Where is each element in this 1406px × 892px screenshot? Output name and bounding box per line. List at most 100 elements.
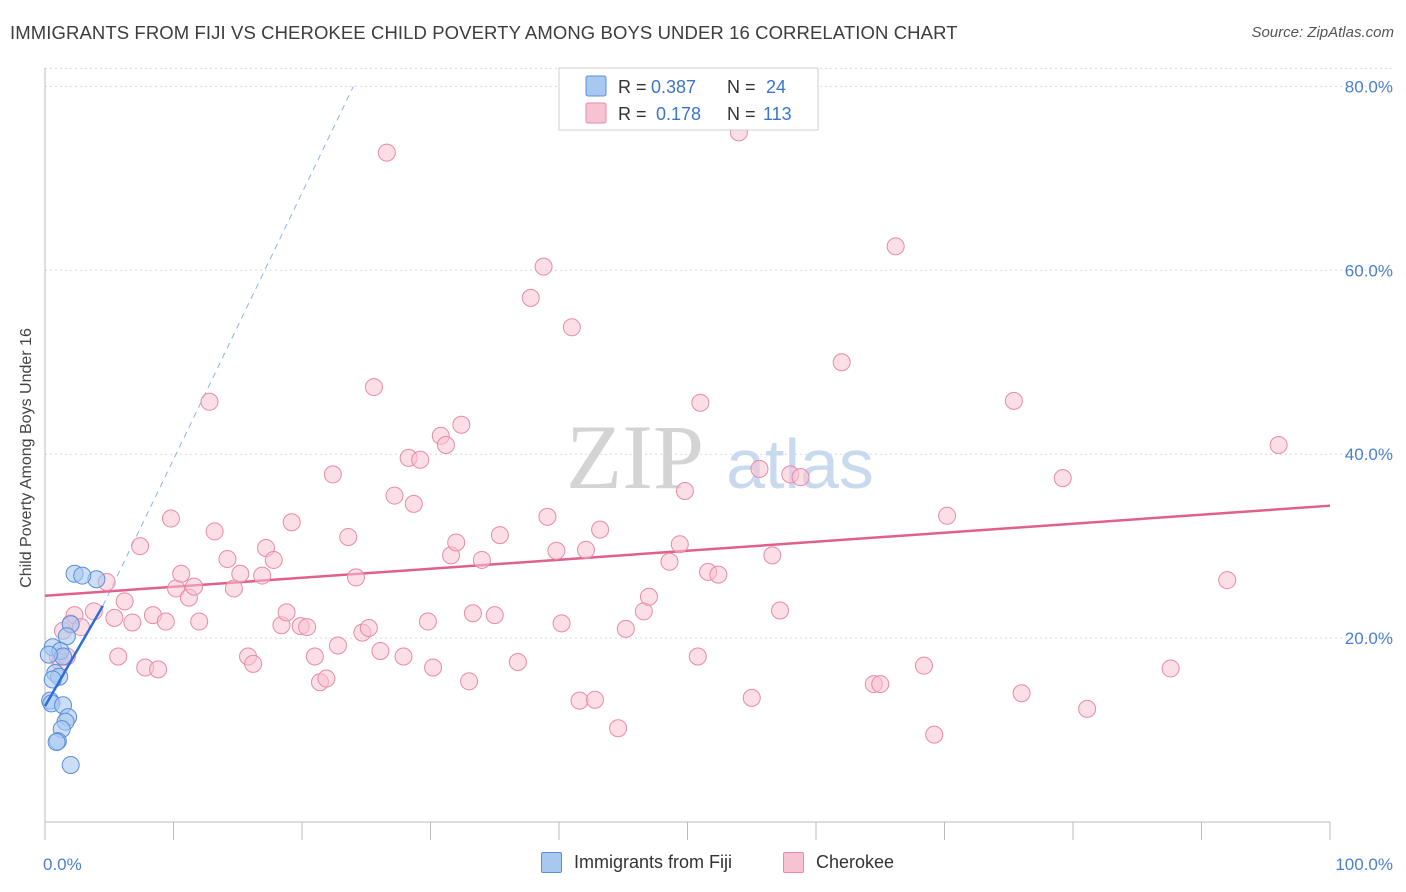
- cherokee-point-102: [925, 725, 944, 744]
- cherokee-point-64: [463, 604, 482, 623]
- cherokee-point-84: [670, 535, 689, 554]
- cherokee-point-71: [538, 507, 557, 526]
- legend-n-value-cherokee: 113: [763, 104, 792, 124]
- cherokee-point-75: [570, 691, 589, 710]
- cherokee-point-47: [359, 618, 378, 637]
- y-tick-label-1: 40.0%: [1345, 445, 1393, 464]
- fiji-point-11: [43, 670, 62, 689]
- cherokee-point-82: [639, 587, 658, 606]
- cherokee-point-91: [742, 688, 761, 707]
- cherokee-point-55: [411, 450, 430, 469]
- y-tick-label-2: 60.0%: [1345, 261, 1393, 280]
- x-tick-label-max: 100.0%: [1335, 855, 1393, 874]
- cherokee-point-67: [490, 526, 509, 545]
- legend-swatch-cherokee: [585, 102, 607, 124]
- chart-title: IMMIGRANTS FROM FIJI VS CHEROKEE CHILD P…: [10, 22, 958, 43]
- cherokee-point-20: [172, 564, 191, 583]
- cherokee-point-74: [562, 318, 581, 337]
- cherokee-point-63: [460, 672, 479, 691]
- cherokee-point-107: [1078, 699, 1097, 718]
- cherokee-point-87: [691, 393, 710, 412]
- cherokee-point-17: [156, 612, 175, 631]
- cherokee-point-100: [886, 237, 905, 256]
- x-tick-labels: 0.0% 100.0%: [43, 855, 1393, 874]
- cherokee-point-31: [253, 566, 272, 585]
- cherokee-point-104: [1004, 391, 1023, 410]
- cherokee-point-94: [771, 601, 790, 620]
- cherokee-point-93: [763, 546, 782, 565]
- cherokee-point-42: [323, 465, 342, 484]
- legend-swatch-fiji: [585, 75, 607, 97]
- cherokee-point-51: [385, 486, 404, 505]
- legend-swatch-fiji-bottom: [541, 852, 562, 873]
- legend-n-label-cherokee: N =: [727, 104, 756, 124]
- series-legend: Immigrants from Fiji Cherokee: [0, 852, 1406, 878]
- y-tick-labels: 20.0% 40.0% 60.0% 80.0%: [1345, 77, 1393, 648]
- cherokee-point-30: [244, 654, 263, 673]
- axes: [44, 68, 1331, 840]
- cherokee-point-89: [709, 565, 728, 584]
- cherokee-point-61: [447, 533, 466, 552]
- cherokee-point-41: [317, 669, 336, 688]
- cherokee-point-59: [436, 436, 455, 454]
- fiji-point-19: [47, 733, 66, 752]
- cherokee-point-48: [364, 378, 383, 397]
- cherokee-point-10: [109, 647, 128, 666]
- cherokee-point-65: [472, 550, 491, 569]
- cherokee-point-11: [115, 592, 134, 611]
- cherokee-point-43: [328, 636, 347, 655]
- cherokee-point-44: [339, 527, 358, 546]
- legend-r-value-fiji: 0.387: [651, 77, 696, 97]
- cherokee-point-97: [832, 353, 851, 372]
- cherokee-point-39: [305, 647, 324, 666]
- cherokee-point-72: [547, 541, 566, 560]
- cherokee-point-12: [123, 613, 142, 632]
- fiji-trend-line: [43, 605, 104, 707]
- cherokee-point-24: [200, 392, 219, 411]
- legend-label-cherokee: Cherokee: [816, 852, 895, 872]
- grid-lines: [45, 67, 1392, 639]
- legend-r-value-cherokee: 0.178: [656, 104, 701, 124]
- cherokee-point-22: [185, 577, 204, 596]
- cherokee-point-85: [675, 481, 694, 500]
- y-tick-label-3: 80.0%: [1345, 77, 1393, 96]
- cherokee-point-16: [149, 660, 168, 679]
- cherokee-point-62: [452, 415, 471, 434]
- legend-item-fiji: Immigrants from Fiji: [541, 852, 732, 873]
- stats-legend: R = 0.387 N = 24 R = 0.178 N = 113: [558, 67, 819, 131]
- cherokee-point-13: [131, 537, 150, 556]
- cherokee-point-105: [1012, 684, 1031, 703]
- cherokee-point-36: [282, 513, 301, 532]
- cherokee-point-52: [394, 647, 413, 666]
- legend-label-fiji: Immigrants from Fiji: [574, 852, 733, 872]
- fiji-point-8: [39, 645, 58, 664]
- cherokee-point-26: [218, 550, 237, 569]
- cherokee-point-86: [688, 647, 707, 666]
- cherokee-point-106: [1053, 469, 1072, 488]
- legend-n-label-fiji: N =: [727, 77, 756, 97]
- cherokee-point-68: [508, 653, 527, 672]
- cherokee-point-66: [485, 606, 504, 625]
- cherokee-point-110: [1269, 436, 1288, 454]
- cherokee-point-56: [418, 612, 437, 631]
- cherokee-point-76: [576, 540, 595, 559]
- fiji-trend-extension: [102, 86, 354, 607]
- cherokee-point-78: [591, 520, 610, 539]
- cherokee-points: [48, 123, 1288, 744]
- legend-r-label-cherokee: R =: [618, 104, 647, 124]
- cherokee-point-99: [871, 675, 890, 694]
- y-tick-label-0: 20.0%: [1345, 629, 1393, 648]
- cherokee-point-70: [534, 257, 553, 276]
- cherokee-point-109: [1218, 571, 1237, 590]
- fiji-point-20: [61, 755, 80, 774]
- cherokee-point-49: [371, 641, 390, 660]
- cherokee-point-50: [377, 143, 396, 162]
- cherokee-point-57: [424, 658, 443, 677]
- legend-r-label-fiji: R =: [618, 77, 647, 97]
- cherokee-point-28: [231, 564, 250, 583]
- cherokee-point-83: [660, 552, 679, 571]
- cherokee-point-38: [298, 618, 317, 637]
- x-tick-label-min: 0.0%: [43, 855, 82, 874]
- watermark-atlas: atlas: [726, 425, 874, 503]
